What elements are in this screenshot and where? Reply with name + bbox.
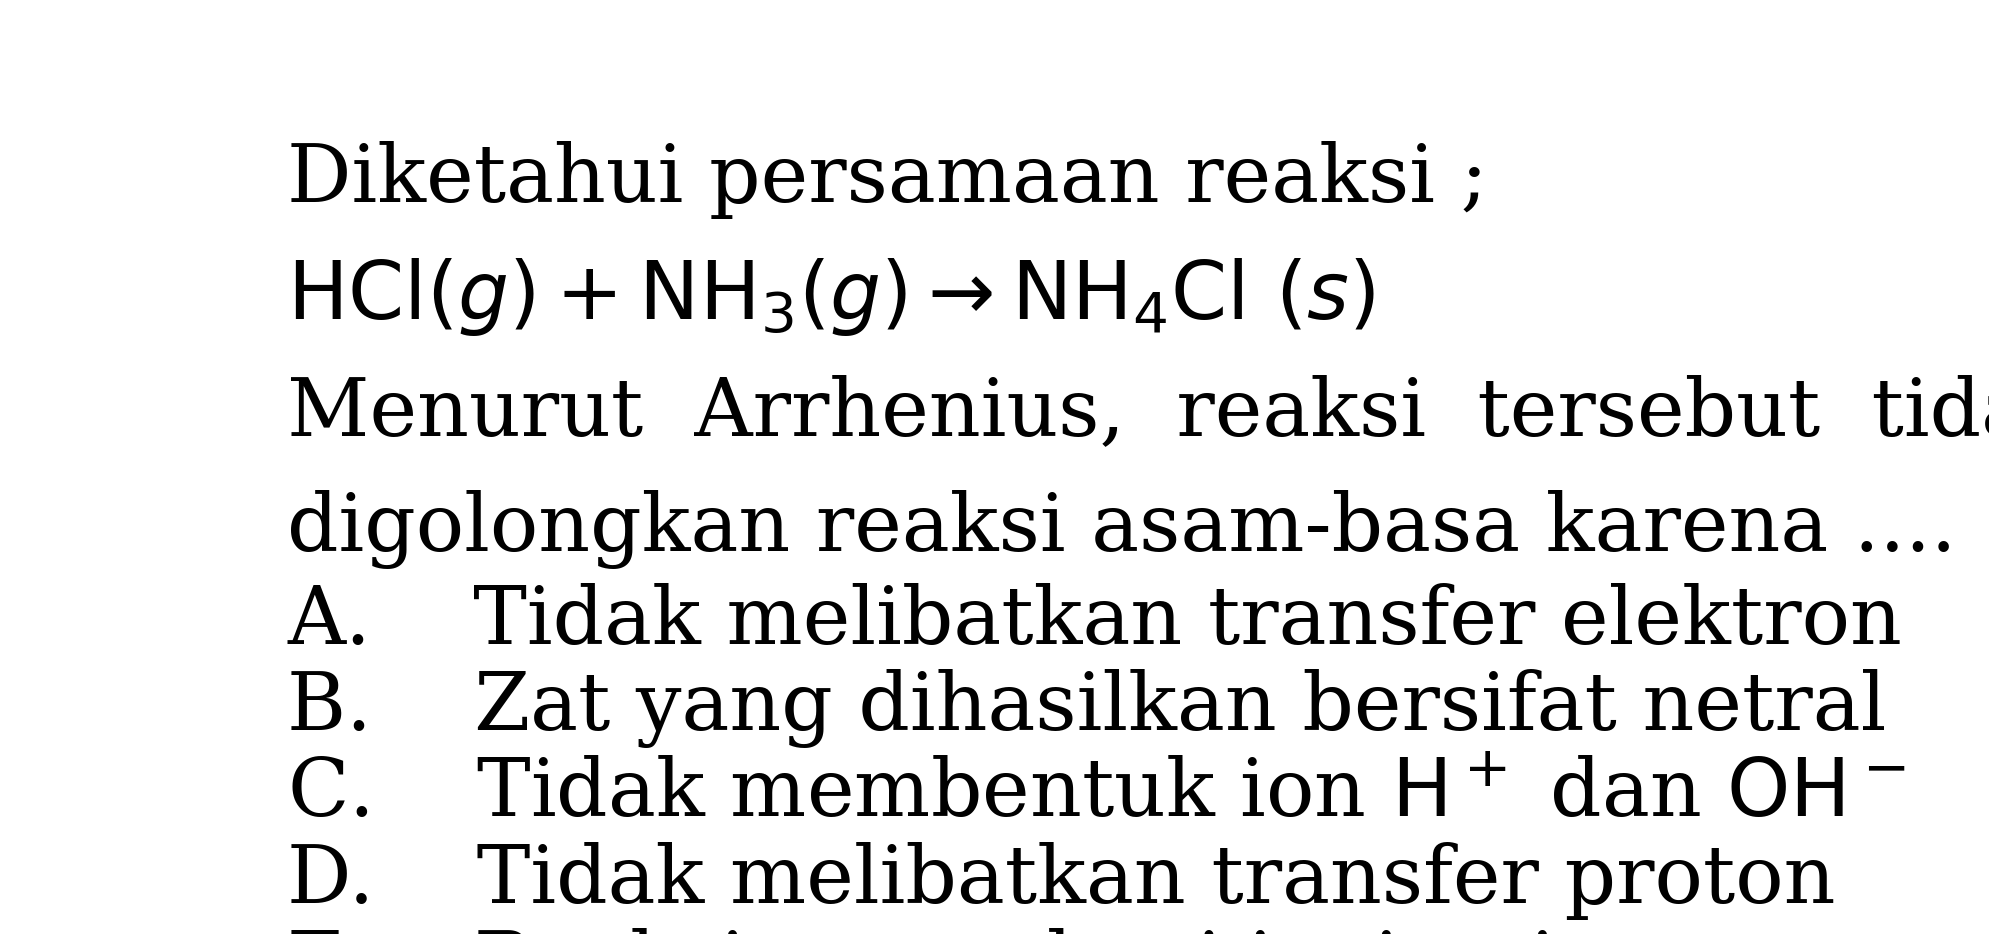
Text: A.    Tidak melibatkan transfer elektron: A. Tidak melibatkan transfer elektron [286,583,1901,661]
Text: E.    Reaksi mengalami ionisasi: E. Reaksi mengalami ionisasi [286,928,1555,934]
Text: D.    Tidak melibatkan transfer proton: D. Tidak melibatkan transfer proton [286,842,1836,920]
Text: Diketahui persamaan reaksi ;: Diketahui persamaan reaksi ; [286,141,1488,219]
Text: C.    Tidak membentuk ion $\rm H^+$ dan $\rm OH^-$: C. Tidak membentuk ion $\rm H^+$ dan $\r… [286,756,1905,834]
Text: B.    Zat yang dihasilkan bersifat netral: B. Zat yang dihasilkan bersifat netral [286,670,1886,748]
Text: Menurut  Arrhenius,  reaksi  tersebut  tidak  dapat: Menurut Arrhenius, reaksi tersebut tidak… [286,375,1989,453]
Text: digolongkan reaksi asam-basa karena ....: digolongkan reaksi asam-basa karena .... [286,489,1957,569]
Text: $\rm HCl\mathit{(g)} + \rm NH_3\mathit{(g)}\rightarrow \rm NH_4Cl\ \mathit{(s)}$: $\rm HCl\mathit{(g)} + \rm NH_3\mathit{(… [286,256,1376,338]
